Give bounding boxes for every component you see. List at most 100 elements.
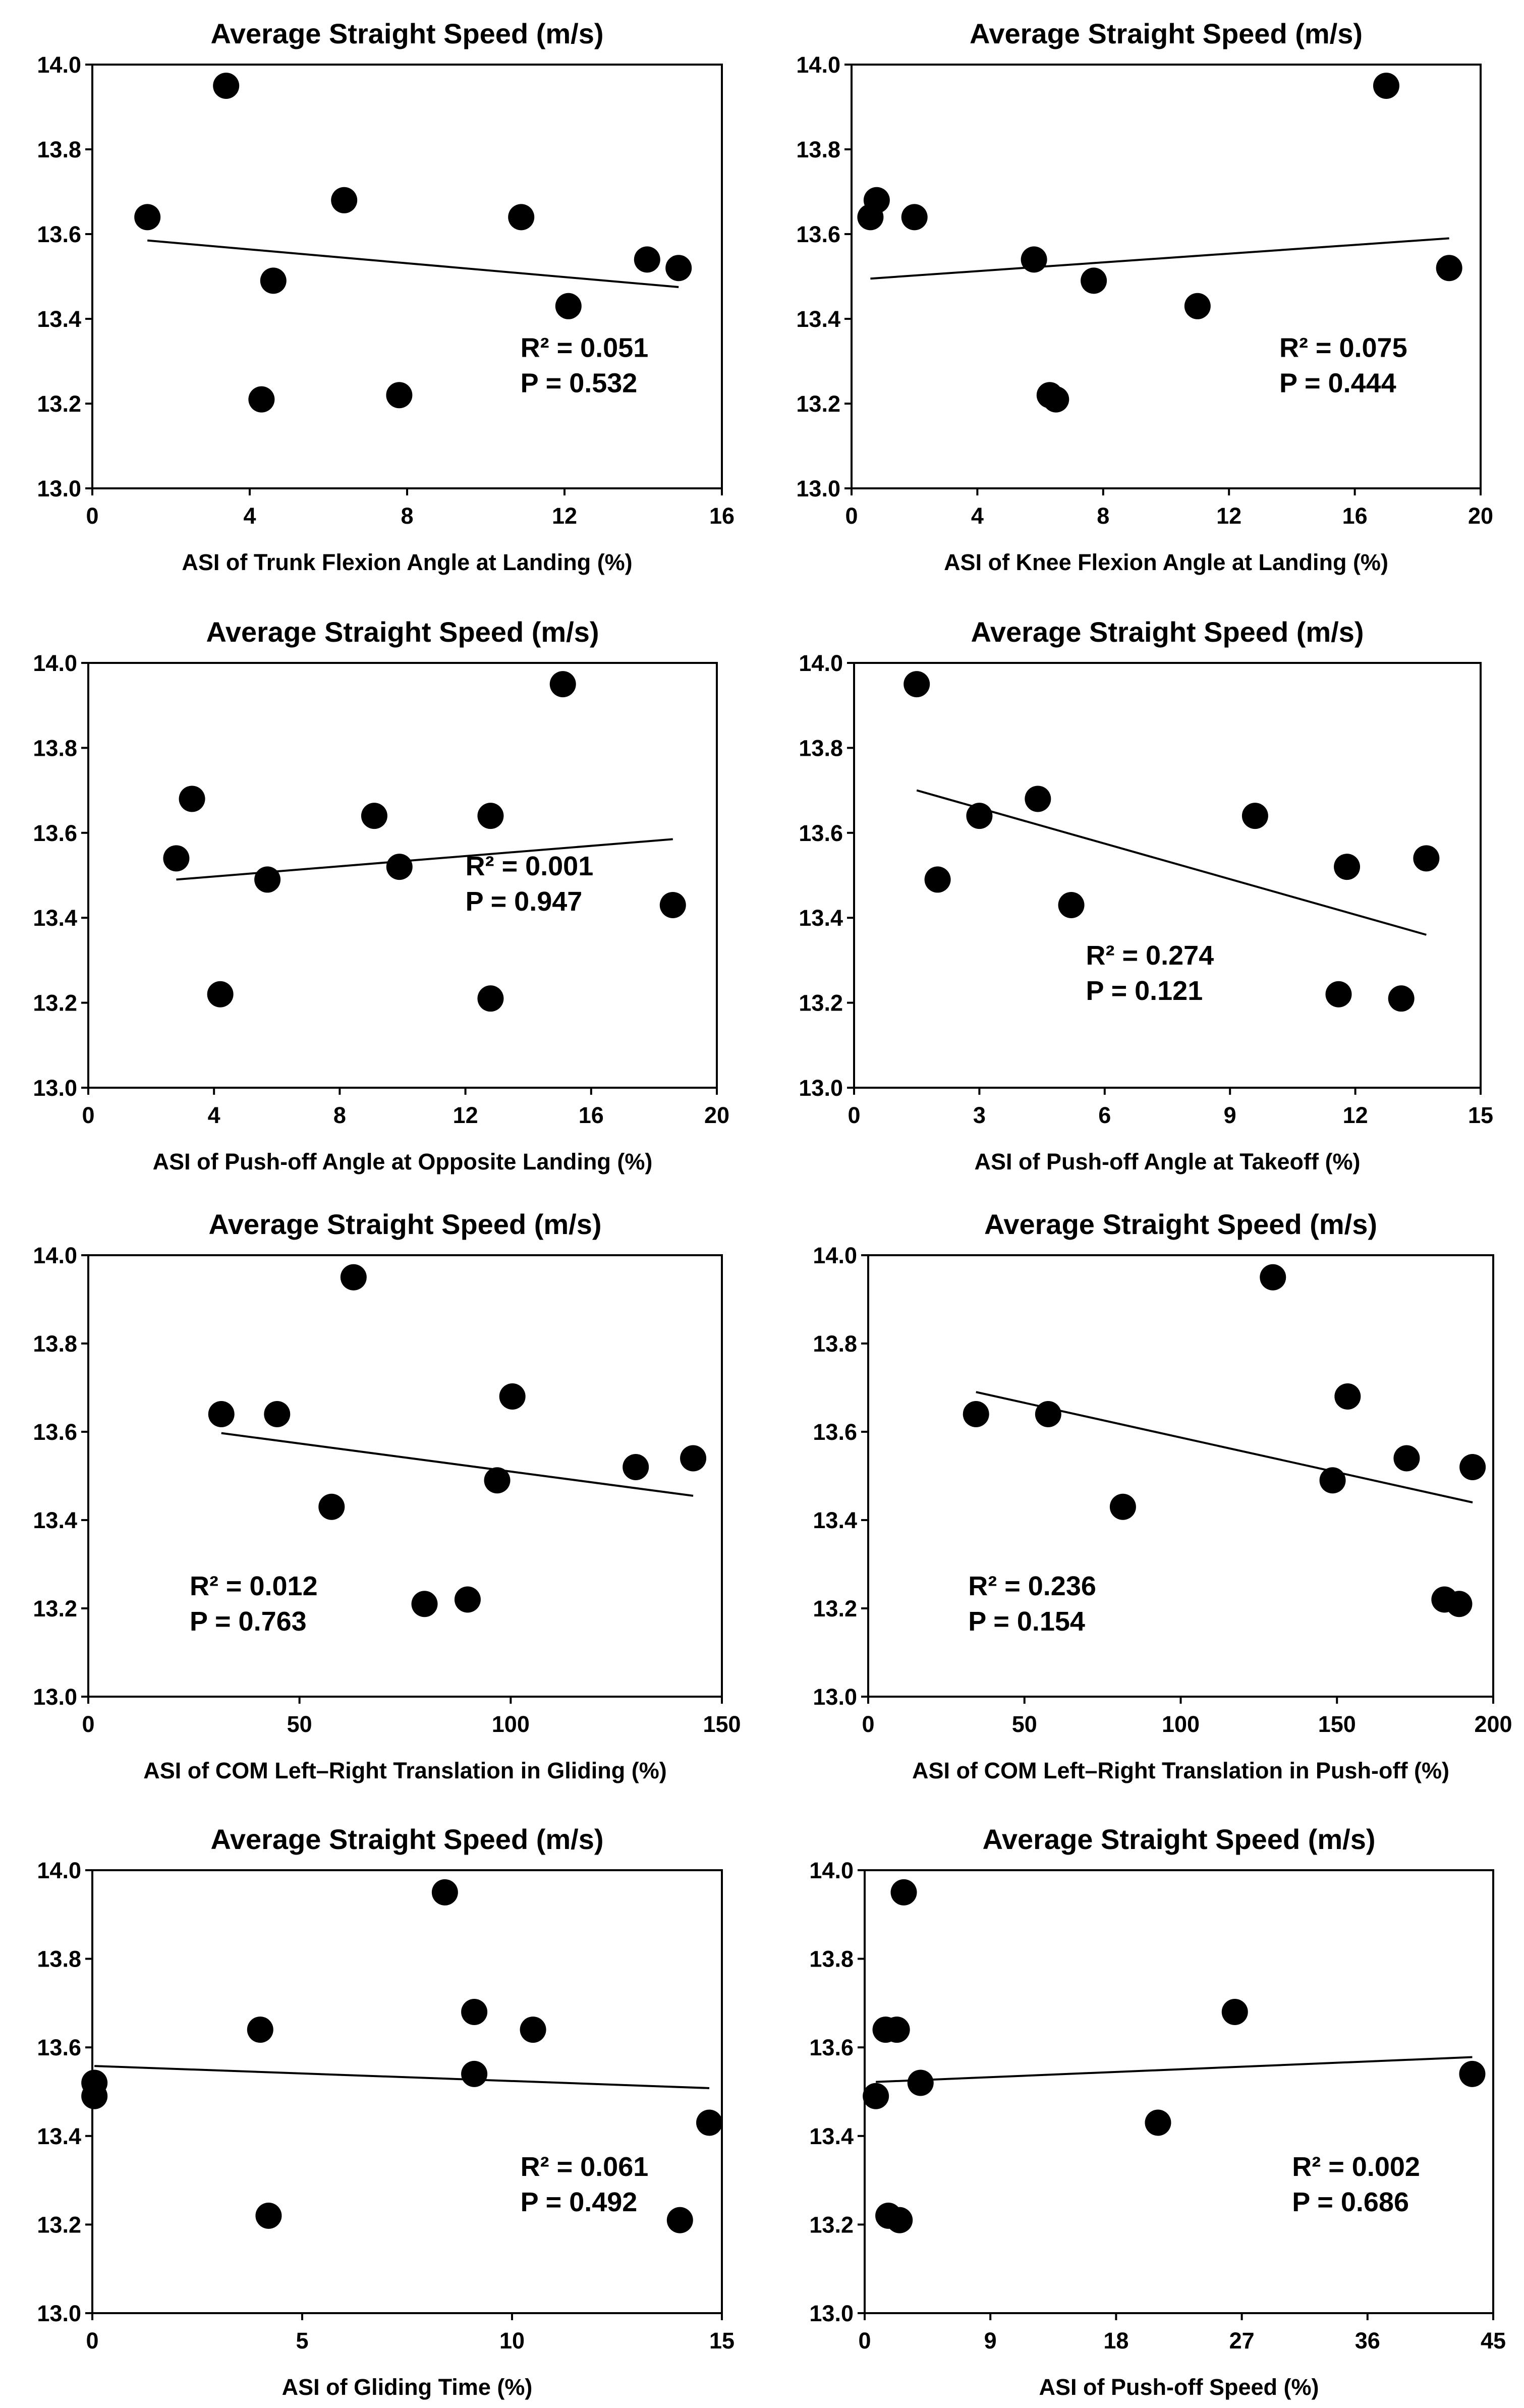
data-point [863, 187, 890, 213]
data-point [1260, 1264, 1286, 1291]
data-point [1459, 1454, 1486, 1480]
data-point [81, 2083, 108, 2109]
scatter-chart: Average Straight Speed (m/s) 13.0 13.2 13.4… [796, 18, 1493, 575]
data-point [901, 204, 928, 231]
y-tick-label: 13.8 [813, 1331, 857, 1357]
x-tick-label: 0 [862, 1711, 874, 1737]
data-point [1413, 845, 1440, 872]
y-tick-label: 13.0 [799, 1075, 843, 1101]
x-tick-label: 12 [1216, 503, 1241, 529]
x-tick-label: 4 [971, 503, 984, 529]
data-point [248, 386, 275, 413]
data-point [247, 2017, 273, 2043]
data-point [1325, 981, 1352, 1007]
chart-title: Average Straight Speed (m/s) [208, 1208, 601, 1240]
data-point [255, 2202, 282, 2229]
data-point [264, 1401, 291, 1427]
trend-line [94, 2065, 710, 2089]
plot-frame [853, 662, 1482, 1089]
y-tick-label: 13.6 [799, 820, 843, 846]
data-point [1241, 803, 1268, 829]
data-point [386, 382, 413, 409]
y-tick-label: 13.4 [37, 2123, 81, 2149]
y-tick-label: 14.0 [809, 1858, 854, 1883]
trend-line [221, 1432, 694, 1497]
chart-title: Average Straight Speed (m/s) [210, 1823, 603, 1855]
r-squared-label: R² = 0.002 [1292, 2152, 1420, 2182]
data-point [207, 981, 234, 1007]
data-point [508, 204, 535, 231]
data-point [1109, 1493, 1136, 1520]
x-tick-label: 0 [848, 1102, 860, 1128]
p-value-label: P = 0.121 [1086, 976, 1203, 1006]
data-point [963, 1401, 989, 1427]
y-tick-label: 13.4 [796, 306, 840, 332]
x-tick-label: 9 [984, 2328, 997, 2354]
y-tick-label: 13.6 [813, 1419, 857, 1445]
data-point [1388, 985, 1415, 1012]
x-tick-label: 16 [579, 1102, 604, 1128]
y-tick-label: 13.0 [33, 1075, 77, 1101]
data-point [520, 2017, 546, 2043]
y-tick-label: 13.4 [813, 1507, 857, 1533]
data-point [260, 267, 287, 294]
y-tick-label: 13.2 [33, 1596, 77, 1621]
y-tick-label: 13.2 [813, 1596, 857, 1621]
x-tick-label: 0 [845, 503, 858, 529]
x-tick-label: 4 [208, 1102, 220, 1128]
x-tick-label: 0 [82, 1711, 94, 1737]
x-tick-label: 6 [1098, 1102, 1111, 1128]
x-tick-label: 3 [973, 1102, 986, 1128]
y-tick-label: 13.8 [799, 735, 843, 761]
trend-line [876, 2056, 1473, 2083]
plot-frame [91, 64, 723, 489]
scatter-chart: Average Straight Speed (m/s) 13.0 13.2 13.4… [33, 616, 729, 1174]
y-tick-label: 13.0 [809, 2301, 854, 2326]
y-tick-label: 13.0 [33, 1684, 77, 1710]
y-tick-label: 14.0 [33, 650, 77, 676]
data-point [659, 891, 686, 918]
x-tick-label: 8 [333, 1102, 346, 1128]
r-squared-label: R² = 0.012 [190, 1571, 318, 1601]
x-tick-label: 9 [1224, 1102, 1236, 1128]
x-tick-label: 200 [1474, 1711, 1512, 1737]
p-value-label: P = 0.154 [968, 1606, 1085, 1637]
x-axis-label: ASI of Trunk Flexion Angle at Landing (%… [182, 549, 632, 575]
y-tick-label: 13.4 [37, 306, 81, 332]
y-tick-label: 13.2 [37, 391, 81, 417]
data-point [254, 866, 281, 893]
x-tick-label: 0 [858, 2328, 871, 2354]
y-tick-label: 13.0 [37, 2301, 81, 2326]
r-squared-label: R² = 0.001 [466, 851, 594, 881]
data-point [1319, 1467, 1346, 1494]
chart-title: Average Straight Speed (m/s) [206, 616, 599, 648]
x-tick-label: 27 [1229, 2328, 1255, 2354]
plot-frame [864, 1869, 1494, 2314]
x-axis-label: ASI of COM Left–Right Translation in Gli… [143, 1758, 666, 1783]
plot-frame [87, 1254, 723, 1698]
x-tick-label: 16 [1342, 503, 1368, 529]
y-tick-label: 13.2 [37, 2212, 81, 2237]
x-tick-label: 5 [296, 2328, 308, 2354]
x-tick-label: 12 [552, 503, 577, 529]
chart-title: Average Straight Speed (m/s) [210, 18, 603, 49]
scatter-chart: Average Straight Speed (m/s) 13.0 13.2 13.4… [37, 18, 735, 575]
data-point [634, 246, 660, 273]
data-point [318, 1493, 345, 1520]
x-tick-label: 20 [704, 1102, 729, 1128]
plot-frame [851, 64, 1482, 489]
data-point [1025, 786, 1051, 812]
y-tick-label: 13.6 [796, 221, 840, 247]
p-value-label: P = 0.532 [521, 368, 638, 399]
data-point [549, 671, 576, 698]
data-point [904, 671, 930, 698]
y-tick-label: 13.0 [37, 476, 81, 501]
data-point [863, 2083, 889, 2109]
data-point [1334, 1383, 1361, 1410]
y-tick-label: 13.4 [33, 905, 77, 931]
x-tick-label: 150 [703, 1711, 741, 1737]
data-point [431, 1879, 458, 1906]
x-tick-label: 45 [1481, 2328, 1506, 2354]
data-point [1058, 891, 1085, 918]
